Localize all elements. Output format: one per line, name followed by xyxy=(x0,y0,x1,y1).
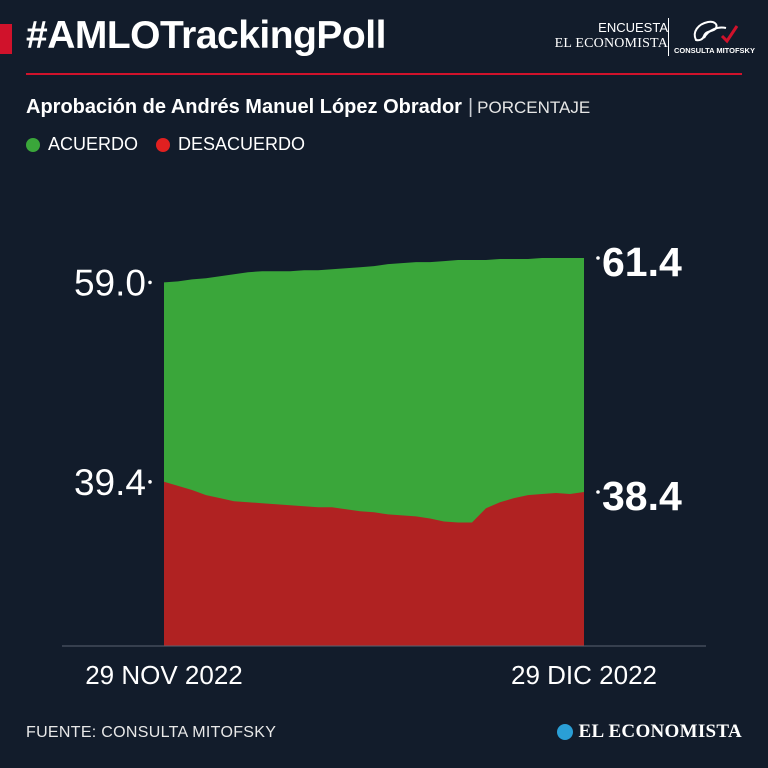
chart-unit: PORCENTAJE xyxy=(477,98,591,117)
chart-subtitle: Aprobación de Andrés Manuel López Obrado… xyxy=(26,96,590,119)
start-marker-desacuerdo xyxy=(148,480,152,484)
start-label-desacuerdo: 39.4 xyxy=(74,462,146,503)
legend-label-acuerdo: ACUERDO xyxy=(48,134,139,154)
mitofsky-logo: CONSULTA MITOFSKY xyxy=(674,14,755,58)
brand-line1: ENCUESTA xyxy=(598,20,668,35)
end-marker-acuerdo xyxy=(596,256,600,260)
end-label-desacuerdo: 38.4 xyxy=(602,473,682,519)
header-rule xyxy=(26,73,742,75)
el-economista-logo-icon xyxy=(556,724,573,740)
x-tick-label-start: 29 NOV 2022 xyxy=(85,660,243,690)
page-title: #AMLOTrackingPoll xyxy=(26,14,386,57)
brand-divider xyxy=(668,18,669,56)
brand-encuesta: ENCUESTA EL ECONOMISTA xyxy=(555,20,668,52)
footer-brand-name: EL ECONOMISTA xyxy=(578,721,742,742)
start-marker-acuerdo xyxy=(148,280,152,285)
source-note: FUENTE: CONSULTA MITOFSKY xyxy=(26,724,277,741)
start-label-acuerdo: 59.0 xyxy=(74,262,146,303)
chart-title: Aprobación de Andrés Manuel López Obrado… xyxy=(26,96,462,118)
mitofsky-logo-icon xyxy=(693,20,739,44)
legend-label-desacuerdo: DESACUERDO xyxy=(178,134,306,154)
subtitle-separator: | xyxy=(467,96,474,118)
chart-legend: ACUERDO DESACUERDO xyxy=(26,134,305,155)
mitofsky-logo-text: CONSULTA MITOFSKY xyxy=(674,46,755,55)
x-tick-label-end: 29 DIC 2022 xyxy=(511,660,657,690)
footer-brand: EL ECONOMISTA xyxy=(556,721,743,743)
legend-dot-desacuerdo xyxy=(156,137,171,152)
legend-item-desacuerdo: DESACUERDO xyxy=(156,134,305,155)
legend-item-acuerdo: ACUERDO xyxy=(26,134,138,155)
end-marker-desacuerdo xyxy=(596,490,600,494)
header-accent-bar xyxy=(0,24,12,54)
series-desacuerdo-area xyxy=(164,481,584,646)
legend-dot-acuerdo xyxy=(26,137,40,152)
brand-line2: EL ECONOMISTA xyxy=(554,36,668,51)
end-label-acuerdo: 61.4 xyxy=(602,239,682,285)
